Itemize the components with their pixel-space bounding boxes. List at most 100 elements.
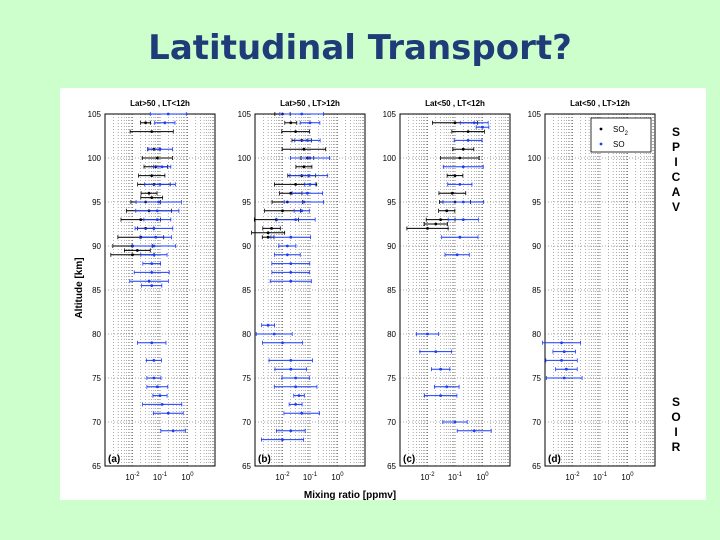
data-point: [458, 156, 462, 160]
panel-title: Lat>50 , LT>12h: [280, 99, 340, 108]
data-point: [152, 359, 156, 362]
y-tick-label: 90: [532, 242, 541, 251]
data-point: [152, 244, 156, 248]
panel-label: (d): [548, 454, 561, 465]
data-point: [297, 394, 301, 397]
x-tick-label: 100: [181, 472, 194, 482]
data-point: [426, 332, 429, 336]
data-point: [439, 367, 443, 371]
data-point: [147, 279, 151, 283]
data-point: [150, 262, 154, 265]
data-point: [434, 222, 438, 226]
data-point: [453, 420, 457, 424]
spicav-letter: C: [672, 170, 681, 184]
panel-label: (a): [108, 454, 120, 465]
data-point: [150, 174, 154, 177]
data-point: [289, 429, 293, 433]
data-point: [281, 438, 284, 441]
data-point: [289, 367, 293, 371]
data-point: [302, 165, 306, 169]
y-tick-label: 80: [92, 330, 101, 339]
y-tick-label: 95: [92, 198, 101, 207]
data-point: [285, 253, 289, 257]
chart-svg: 105 100 95 90 85 80 75 70 65 10-2 10-1 100 Lat>50 , …: [74, 99, 681, 501]
data-point: [150, 196, 154, 199]
data-point: [139, 218, 143, 222]
data-point: [450, 191, 454, 195]
y-tick-label: 105: [528, 110, 542, 119]
data-point: [294, 130, 298, 133]
data-point: [305, 139, 309, 142]
data-point: [289, 359, 293, 362]
y-tick-label: 70: [242, 418, 251, 427]
y-tick-label: 90: [242, 242, 251, 251]
y-tick-label: 85: [387, 286, 396, 295]
y-tick-label: 100: [383, 154, 397, 163]
data-point: [461, 165, 465, 169]
panel-label: (c): [403, 454, 415, 465]
spicav-letter: I: [674, 155, 677, 169]
data-point: [150, 341, 154, 345]
y-tick-label: 105: [88, 110, 102, 119]
y-tick-label: 100: [88, 154, 102, 163]
y-tick-label: 85: [92, 286, 101, 295]
data-point: [155, 209, 159, 213]
data-point: [270, 227, 273, 230]
data-point: [289, 191, 293, 195]
data-point: [308, 156, 312, 160]
data-point: [289, 279, 293, 283]
data-point: [155, 385, 159, 389]
spicav-letter: P: [672, 140, 680, 154]
data-point: [131, 253, 134, 257]
data-point: [158, 183, 162, 186]
data-point: [472, 121, 476, 125]
data-point: [458, 183, 462, 186]
y-tick-label: 80: [387, 330, 396, 339]
y-tick-label: 95: [242, 198, 251, 207]
data-point: [481, 125, 484, 129]
x-tick-label: 10-2: [420, 472, 435, 482]
data-point: [305, 191, 309, 195]
data-point: [158, 147, 162, 151]
spicav-letter: S: [672, 125, 680, 139]
data-point: [135, 249, 139, 252]
data-point: [453, 174, 457, 177]
data-point: [157, 200, 161, 204]
legend-label-so: SO: [613, 140, 625, 149]
y-tick-label: 65: [387, 462, 396, 471]
data-point: [294, 218, 298, 222]
data-point: [294, 403, 298, 406]
x-tick-label: 100: [621, 472, 634, 482]
x-tick-label: 10-2: [565, 472, 580, 482]
data-point: [294, 376, 298, 380]
data-point: [560, 341, 563, 345]
data-point: [300, 209, 304, 213]
data-point: [160, 165, 164, 169]
y-tick-label: 70: [532, 418, 541, 427]
x-tick-label: 10-2: [125, 472, 140, 482]
data-point: [281, 341, 284, 345]
data-point: [461, 147, 465, 151]
y-tick-label: 100: [238, 154, 252, 163]
data-point: [308, 121, 312, 125]
soir-letter: R: [672, 440, 681, 454]
data-point: [152, 376, 156, 380]
spicav-letter: A: [672, 185, 681, 199]
data-point: [150, 271, 154, 274]
data-point: [564, 367, 568, 371]
data-point: [160, 403, 164, 406]
data-point: [147, 191, 151, 195]
x-tick-label: 10-1: [448, 472, 463, 482]
y-tick-label: 65: [242, 462, 251, 471]
data-point: [266, 323, 270, 327]
data-point: [289, 121, 293, 125]
data-point: [308, 183, 312, 186]
data-point: [289, 235, 293, 239]
data-point: [150, 284, 154, 287]
x-tick-label: 10-2: [275, 472, 290, 482]
data-point: [434, 350, 438, 353]
y-tick-label: 95: [532, 198, 541, 207]
data-point: [150, 130, 154, 133]
data-point: [562, 350, 566, 353]
data-point: [166, 112, 170, 116]
